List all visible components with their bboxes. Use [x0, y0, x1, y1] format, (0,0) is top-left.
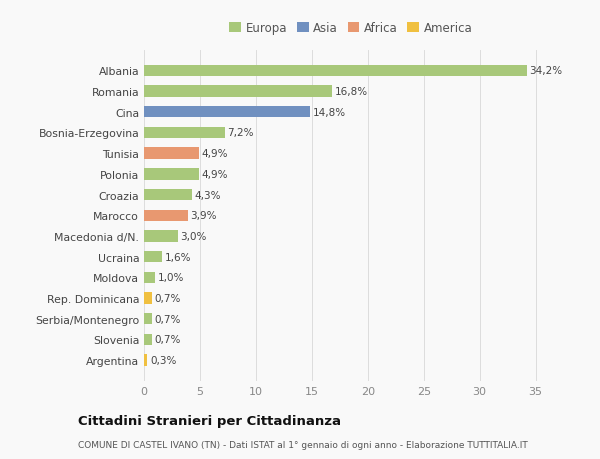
Bar	[144, 313, 152, 325]
Bar	[144, 66, 527, 77]
Bar	[144, 107, 310, 118]
Bar	[144, 128, 224, 139]
Bar	[144, 231, 178, 242]
Bar	[144, 355, 148, 366]
Bar	[144, 148, 199, 159]
Bar	[144, 293, 152, 304]
Bar	[144, 210, 188, 221]
Text: 34,2%: 34,2%	[529, 66, 563, 76]
Text: 14,8%: 14,8%	[313, 107, 346, 118]
Text: 0,3%: 0,3%	[150, 355, 176, 365]
Bar	[144, 190, 192, 201]
Text: 3,0%: 3,0%	[181, 231, 207, 241]
Text: 16,8%: 16,8%	[335, 87, 368, 97]
Bar	[144, 252, 162, 263]
Text: 0,7%: 0,7%	[155, 293, 181, 303]
Text: 0,7%: 0,7%	[155, 335, 181, 345]
Bar	[144, 334, 152, 345]
Text: Cittadini Stranieri per Cittadinanza: Cittadini Stranieri per Cittadinanza	[78, 414, 341, 428]
Text: 4,9%: 4,9%	[202, 149, 228, 159]
Text: 4,9%: 4,9%	[202, 169, 228, 179]
Text: 4,3%: 4,3%	[195, 190, 221, 200]
Text: 0,7%: 0,7%	[155, 314, 181, 324]
Text: 7,2%: 7,2%	[227, 128, 254, 138]
Bar	[144, 86, 332, 97]
Text: 3,9%: 3,9%	[190, 211, 217, 221]
Text: 1,6%: 1,6%	[164, 252, 191, 262]
Legend: Europa, Asia, Africa, America: Europa, Asia, Africa, America	[227, 20, 475, 38]
Text: 1,0%: 1,0%	[158, 273, 184, 283]
Bar	[144, 169, 199, 180]
Text: COMUNE DI CASTEL IVANO (TN) - Dati ISTAT al 1° gennaio di ogni anno - Elaborazio: COMUNE DI CASTEL IVANO (TN) - Dati ISTAT…	[78, 441, 528, 449]
Bar	[144, 272, 155, 283]
